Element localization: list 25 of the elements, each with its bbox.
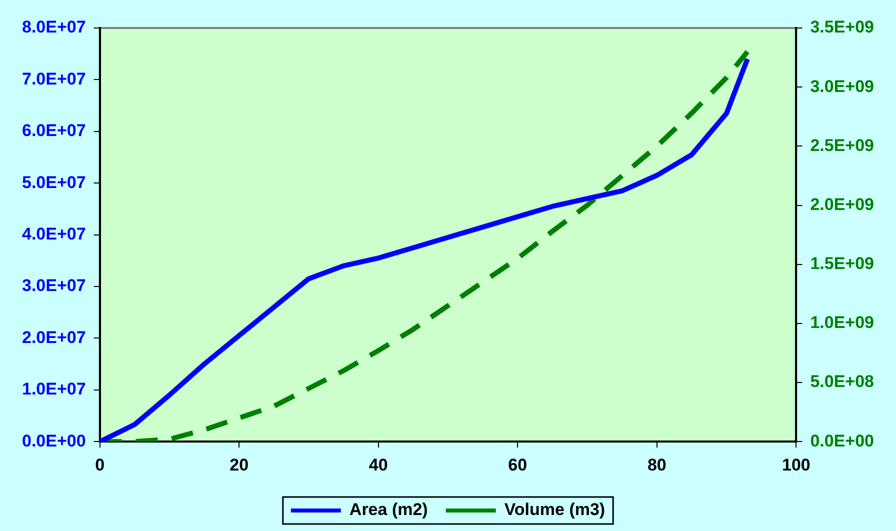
y2-tick-label: 1.5E+09 bbox=[810, 254, 874, 274]
x-tick-label: 0 bbox=[95, 455, 105, 474]
x-tick-label: 20 bbox=[230, 455, 249, 474]
x-tick-label: 60 bbox=[508, 455, 528, 474]
y-tick-label: 2.0E+07 bbox=[22, 328, 86, 347]
x-tick-label: 80 bbox=[647, 455, 666, 474]
y2-tick-label: 5.0E+08 bbox=[810, 372, 874, 392]
y-tick-label: 0.0E+00 bbox=[22, 431, 86, 450]
y2-tick-label: 2.5E+09 bbox=[810, 136, 874, 155]
y2-tick-label: 2.0E+09 bbox=[810, 194, 874, 214]
y-tick-label: 8.0E+07 bbox=[22, 18, 86, 37]
legend-label: Area (m2) bbox=[349, 500, 428, 520]
legend-label: Volume (m3) bbox=[504, 500, 606, 520]
y-tick-label: 6.0E+07 bbox=[22, 121, 86, 140]
y2-tick-label: 3.5E+09 bbox=[810, 18, 874, 37]
y-tick-label: 7.0E+07 bbox=[22, 69, 86, 88]
x-tick-label: 100 bbox=[782, 455, 810, 474]
y-tick-label: 4.0E+07 bbox=[22, 224, 86, 244]
y-tick-label: 3.0E+07 bbox=[22, 276, 86, 296]
y-tick-label: 5.0E+07 bbox=[22, 172, 86, 192]
x-tick-label: 40 bbox=[368, 455, 388, 474]
y-tick-label: 1.0E+07 bbox=[22, 380, 86, 399]
y2-tick-label: 1.0E+09 bbox=[810, 313, 874, 332]
y2-tick-label: 0.0E+00 bbox=[810, 431, 874, 450]
y2-tick-label: 3.0E+09 bbox=[810, 76, 874, 96]
